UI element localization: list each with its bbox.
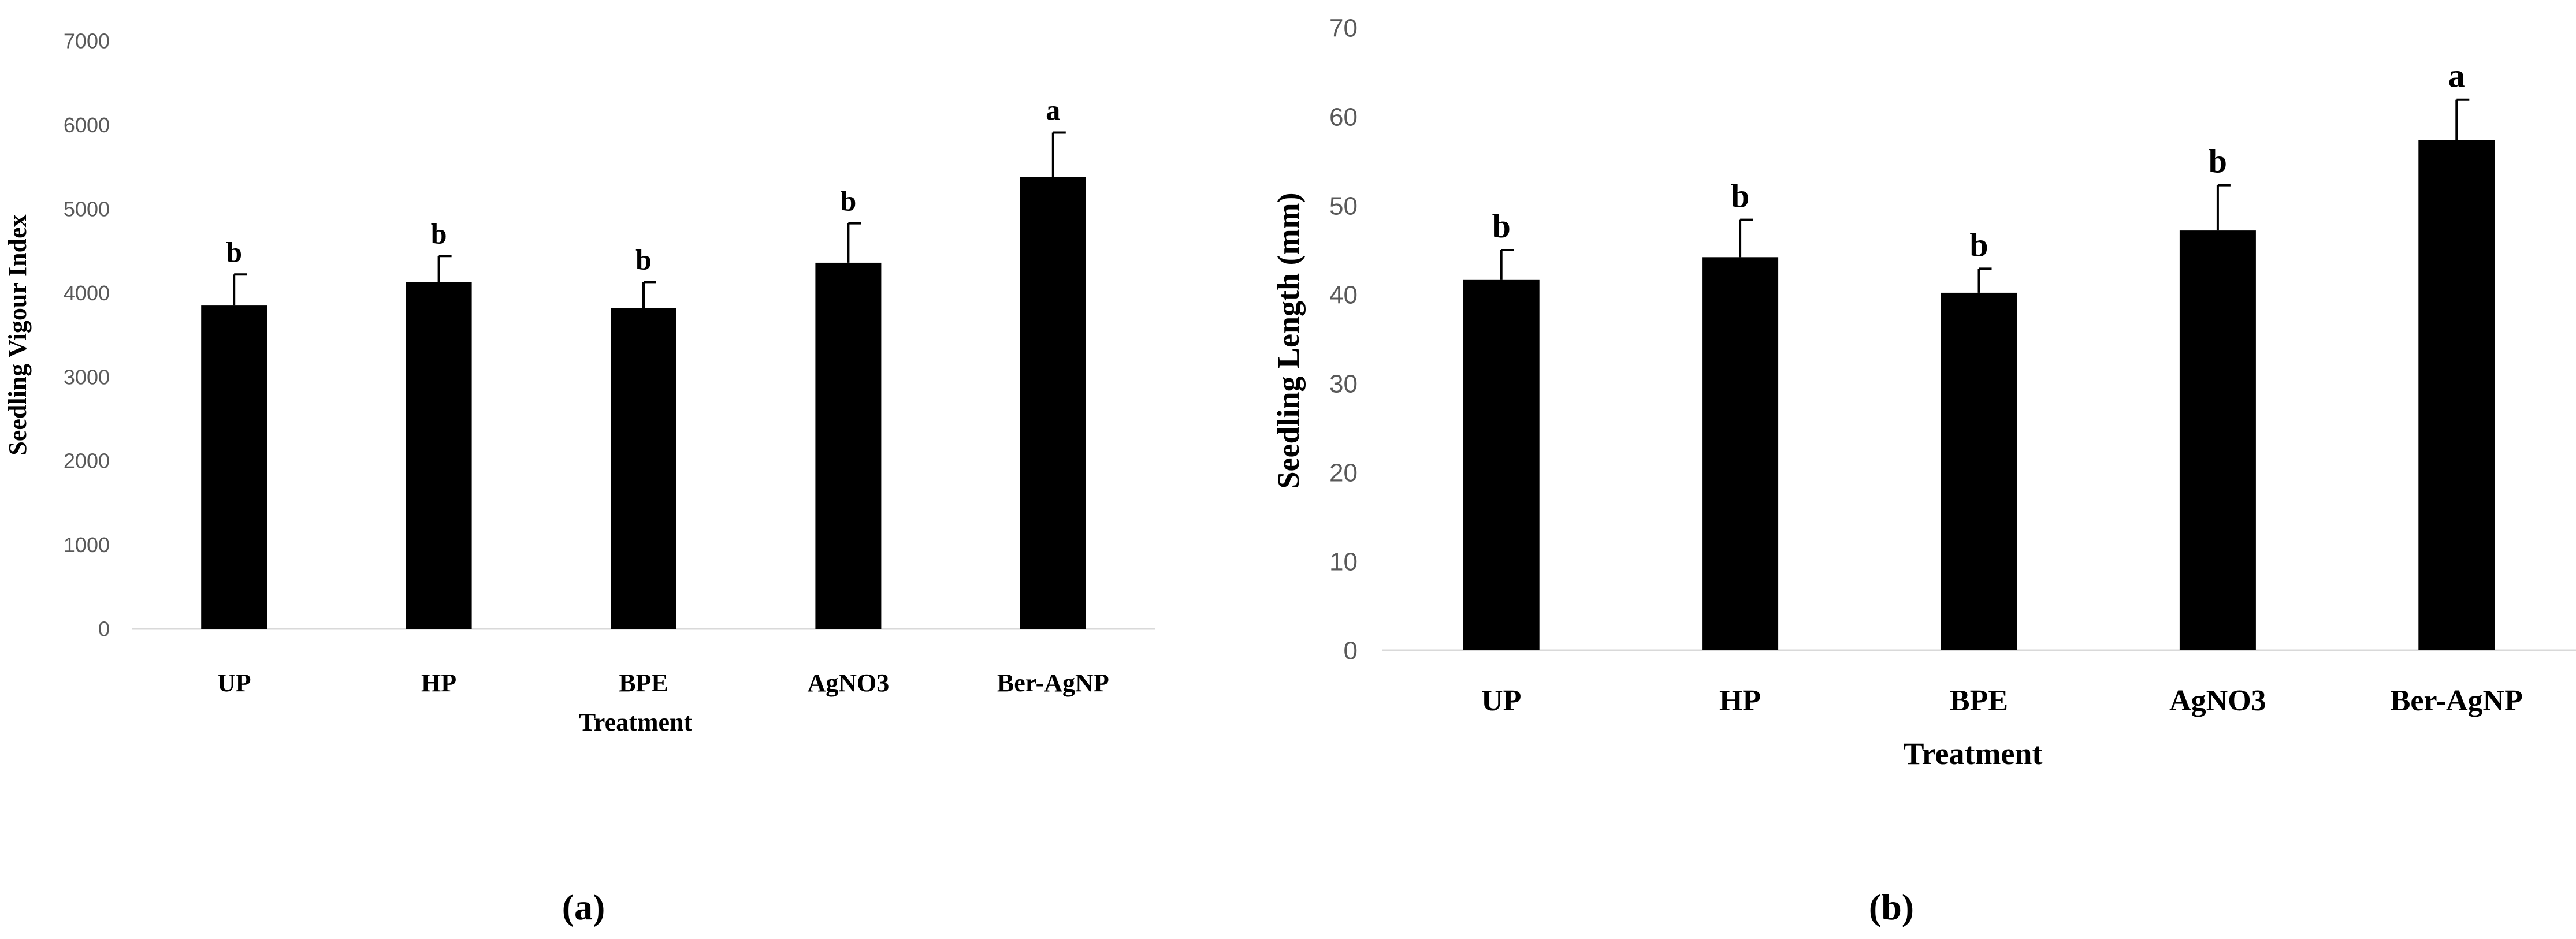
x-category-label: AgNO3 <box>2169 684 2266 717</box>
bar <box>2179 230 2256 650</box>
y-tick-label: 50 <box>1329 192 1358 220</box>
y-tick-label: 20 <box>1329 459 1358 487</box>
y-tick-label: 0 <box>1344 636 1358 665</box>
significance-letter: b <box>226 236 242 268</box>
x-axis-title: Treatment <box>579 708 693 736</box>
x-category-label: BPE <box>619 669 668 697</box>
bar <box>2418 140 2495 651</box>
y-axis-title: Seedling Length (mm) <box>1271 193 1306 489</box>
significance-letter: b <box>431 217 447 249</box>
y-tick-label: 60 <box>1329 103 1358 131</box>
y-tick-label: 5000 <box>64 197 110 221</box>
bar <box>1463 279 1540 650</box>
y-tick-label: 2000 <box>64 449 110 473</box>
significance-letter: b <box>2209 143 2227 180</box>
x-category-label: AgNO3 <box>808 669 890 697</box>
x-category-label: BPE <box>1950 684 2008 717</box>
significance-letter: b <box>1731 177 1749 215</box>
x-category-label: Ber-AgNP <box>2391 684 2523 717</box>
x-category-label: Ber-AgNP <box>997 669 1109 697</box>
x-category-label: UP <box>1481 684 1521 717</box>
significance-letter: b <box>1969 226 1988 263</box>
y-tick-label: 40 <box>1329 281 1358 309</box>
bar <box>611 308 676 629</box>
bar <box>201 305 267 629</box>
bar <box>1941 292 2017 650</box>
y-axis-title: Seedling Vigour Index <box>3 214 32 455</box>
significance-letter: a <box>1046 94 1060 126</box>
x-axis-title: Treatment <box>1904 736 2043 771</box>
y-axis-ticks: 0 1000 2000 3000 4000 5000 6000 7000 <box>64 29 110 641</box>
significance-letter: b <box>635 243 652 275</box>
x-category-label: HP <box>421 669 456 697</box>
significance-letter: a <box>2448 57 2465 95</box>
x-axis-categories: UP HP BPE AgNO3 Ber-AgNP <box>1481 684 2523 717</box>
y-tick-label: 6000 <box>64 113 110 137</box>
y-tick-label: 4000 <box>64 281 110 305</box>
y-axis-ticks: 0 10 20 30 40 50 60 70 <box>1329 14 1358 665</box>
y-tick-label: 30 <box>1329 370 1358 398</box>
x-category-label: HP <box>1719 684 1761 717</box>
y-tick-label: 70 <box>1329 14 1358 42</box>
y-tick-label: 0 <box>98 617 110 641</box>
x-category-label: UP <box>217 669 251 697</box>
y-tick-label: 7000 <box>64 29 110 53</box>
bars: b b b b a <box>1463 57 2495 651</box>
chart-a: 0 1000 2000 3000 4000 5000 6000 7000 b b b b a UP HP… <box>3 29 1155 927</box>
significance-letter: b <box>1492 207 1511 245</box>
panel-label-b: (b) <box>1869 886 1914 927</box>
y-tick-label: 3000 <box>64 365 110 389</box>
bar <box>815 262 882 629</box>
bar <box>1020 177 1086 629</box>
significance-letter: b <box>840 185 856 217</box>
bar <box>406 282 472 629</box>
bars: b b b b a <box>201 94 1086 629</box>
x-axis-categories: UP HP BPE AgNO3 Ber-AgNP <box>217 669 1109 697</box>
y-tick-label: 1000 <box>64 533 110 557</box>
y-tick-label: 10 <box>1329 547 1358 576</box>
panel-label-a: (a) <box>562 886 605 927</box>
chart-b: 0 10 20 30 40 50 60 70 b b b b a UP HP BPE AgNO3 Ber-Ag… <box>1271 14 2576 927</box>
bar <box>1702 257 1779 650</box>
